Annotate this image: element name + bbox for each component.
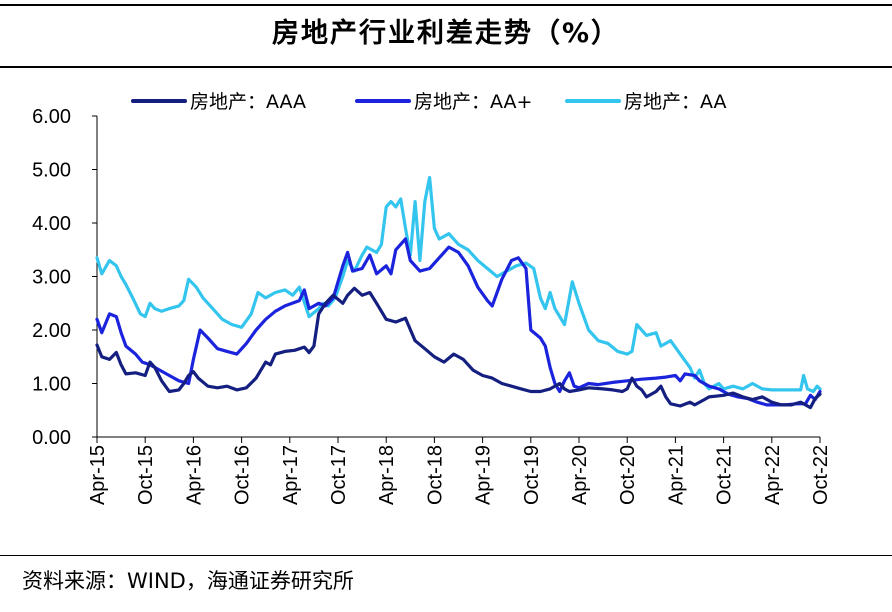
chart-legend: 房地产：AAA 房地产：AA+ 房地产：AA (131, 91, 727, 113)
legend-label: 房地产：AAA (190, 91, 306, 113)
x-tick-label: Apr-18 (376, 445, 398, 505)
x-tick-label: Oct-17 (328, 445, 350, 505)
x-tick-label: Apr-19 (473, 445, 495, 505)
series-line-3 (95, 175, 822, 394)
x-tick-label: Oct-16 (232, 445, 254, 505)
y-tick-label: 6.00 (32, 106, 71, 128)
x-tick-label: Oct-19 (521, 445, 543, 505)
x-tick-label: Oct-15 (135, 445, 157, 505)
y-tick-label: 0.00 (32, 427, 71, 449)
y-tick-label: 1.00 (32, 374, 71, 396)
y-tick-label: 3.00 (32, 267, 71, 289)
x-axis: Apr-15 Oct-15 Apr-16 Oct-16 Apr-17 Oct-17 Apr-… (87, 436, 832, 505)
series-line-2 (95, 237, 822, 407)
x-tick-label: Apr-21 (665, 445, 687, 505)
chart-title: 房地产行业利差走势（%） (271, 18, 621, 49)
x-tick-label: Oct-20 (617, 445, 639, 505)
y-tick-label: 5.00 (32, 160, 71, 182)
plot-area (95, 175, 822, 410)
line-chart: 房地产：AAA 房地产：AA+ 房地产：AA 0.00 1.00 2.00 3.00 4.0… (32, 91, 832, 505)
x-tick-label: Oct-18 (424, 445, 446, 505)
x-tick-label: Apr-22 (762, 445, 784, 505)
x-tick-label: Apr-15 (87, 445, 109, 505)
x-tick-label: Oct-21 (714, 445, 736, 505)
x-tick-label: Oct-22 (810, 445, 832, 505)
title-rule (0, 66, 892, 68)
source-note: 资料来源：WIND，海通证券研究所 (22, 569, 354, 593)
top-rule (0, 4, 892, 6)
legend-label: 房地产：AA (624, 91, 727, 113)
y-axis: 0.00 1.00 2.00 3.00 4.00 5.00 6.00 (32, 106, 98, 449)
x-tick-label: Apr-16 (183, 445, 205, 505)
y-tick-label: 2.00 (32, 320, 71, 342)
legend-label: 房地产：AA+ (414, 91, 532, 113)
series-line-1 (95, 286, 822, 410)
x-tick-label: Apr-20 (569, 445, 591, 505)
x-tick-label: Apr-17 (280, 445, 302, 505)
source-rule (0, 555, 892, 556)
y-tick-label: 4.00 (32, 213, 71, 235)
